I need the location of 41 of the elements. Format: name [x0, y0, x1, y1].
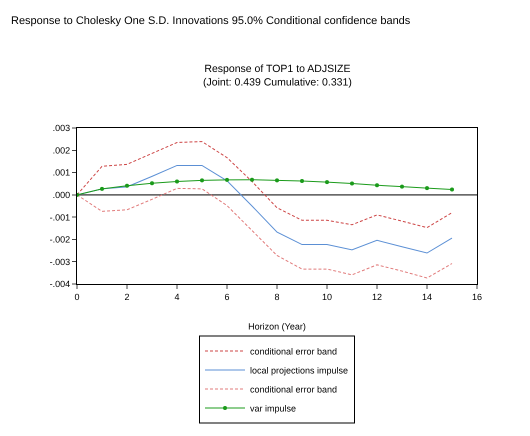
point — [100, 186, 104, 191]
point — [250, 178, 254, 182]
legend-label: local projections impulse — [250, 365, 348, 376]
x-tick-label: 8 — [274, 292, 280, 302]
chart-subtitle: Response of TOP1 to ADJSIZE (Joint: 0.439 Cumulative: 0.331) — [203, 63, 352, 89]
point — [325, 180, 329, 184]
point — [175, 179, 179, 184]
point — [450, 188, 454, 192]
point — [125, 184, 129, 188]
point — [375, 183, 379, 188]
point — [275, 178, 279, 182]
x-tick-label: 12 — [372, 292, 382, 302]
y-tick-label: .002 — [52, 145, 70, 156]
y-tick-label: -.002 — [50, 234, 70, 245]
chart-title: Response to Cholesky One S.D. Innovations 95.0% Conditional confidence bands — [11, 15, 411, 27]
x-tick-label: 6 — [224, 292, 230, 302]
x-tick-label: 10 — [322, 292, 332, 302]
point — [350, 181, 354, 186]
y-tick-label: -.003 — [50, 256, 70, 267]
x-axis-title: Horizon (Year) — [248, 322, 306, 332]
y-tick-label: .003 — [52, 123, 70, 134]
point — [225, 178, 229, 182]
legend-label: var impulse — [250, 403, 296, 414]
x-tick-label: 2 — [124, 292, 130, 302]
x-tick-label: 4 — [174, 292, 180, 302]
x-tick-label: 14 — [422, 292, 432, 302]
point — [300, 179, 304, 184]
y-tick-label: .001 — [52, 168, 70, 178]
point — [200, 178, 204, 182]
x-tick-label: 0 — [74, 292, 80, 302]
y-tick-label: .000 — [52, 190, 70, 200]
y-tick-label: -.004 — [50, 279, 70, 290]
x-tick-label: 16 — [472, 292, 482, 302]
point — [400, 184, 404, 189]
legend-label: conditional error band — [250, 384, 338, 394]
y-tick-label: -.001 — [50, 212, 70, 222]
legend-label: conditional error band — [250, 346, 338, 356]
point — [150, 181, 154, 186]
point — [425, 186, 429, 190]
line-series — [77, 188, 452, 278]
line-series — [77, 141, 452, 228]
